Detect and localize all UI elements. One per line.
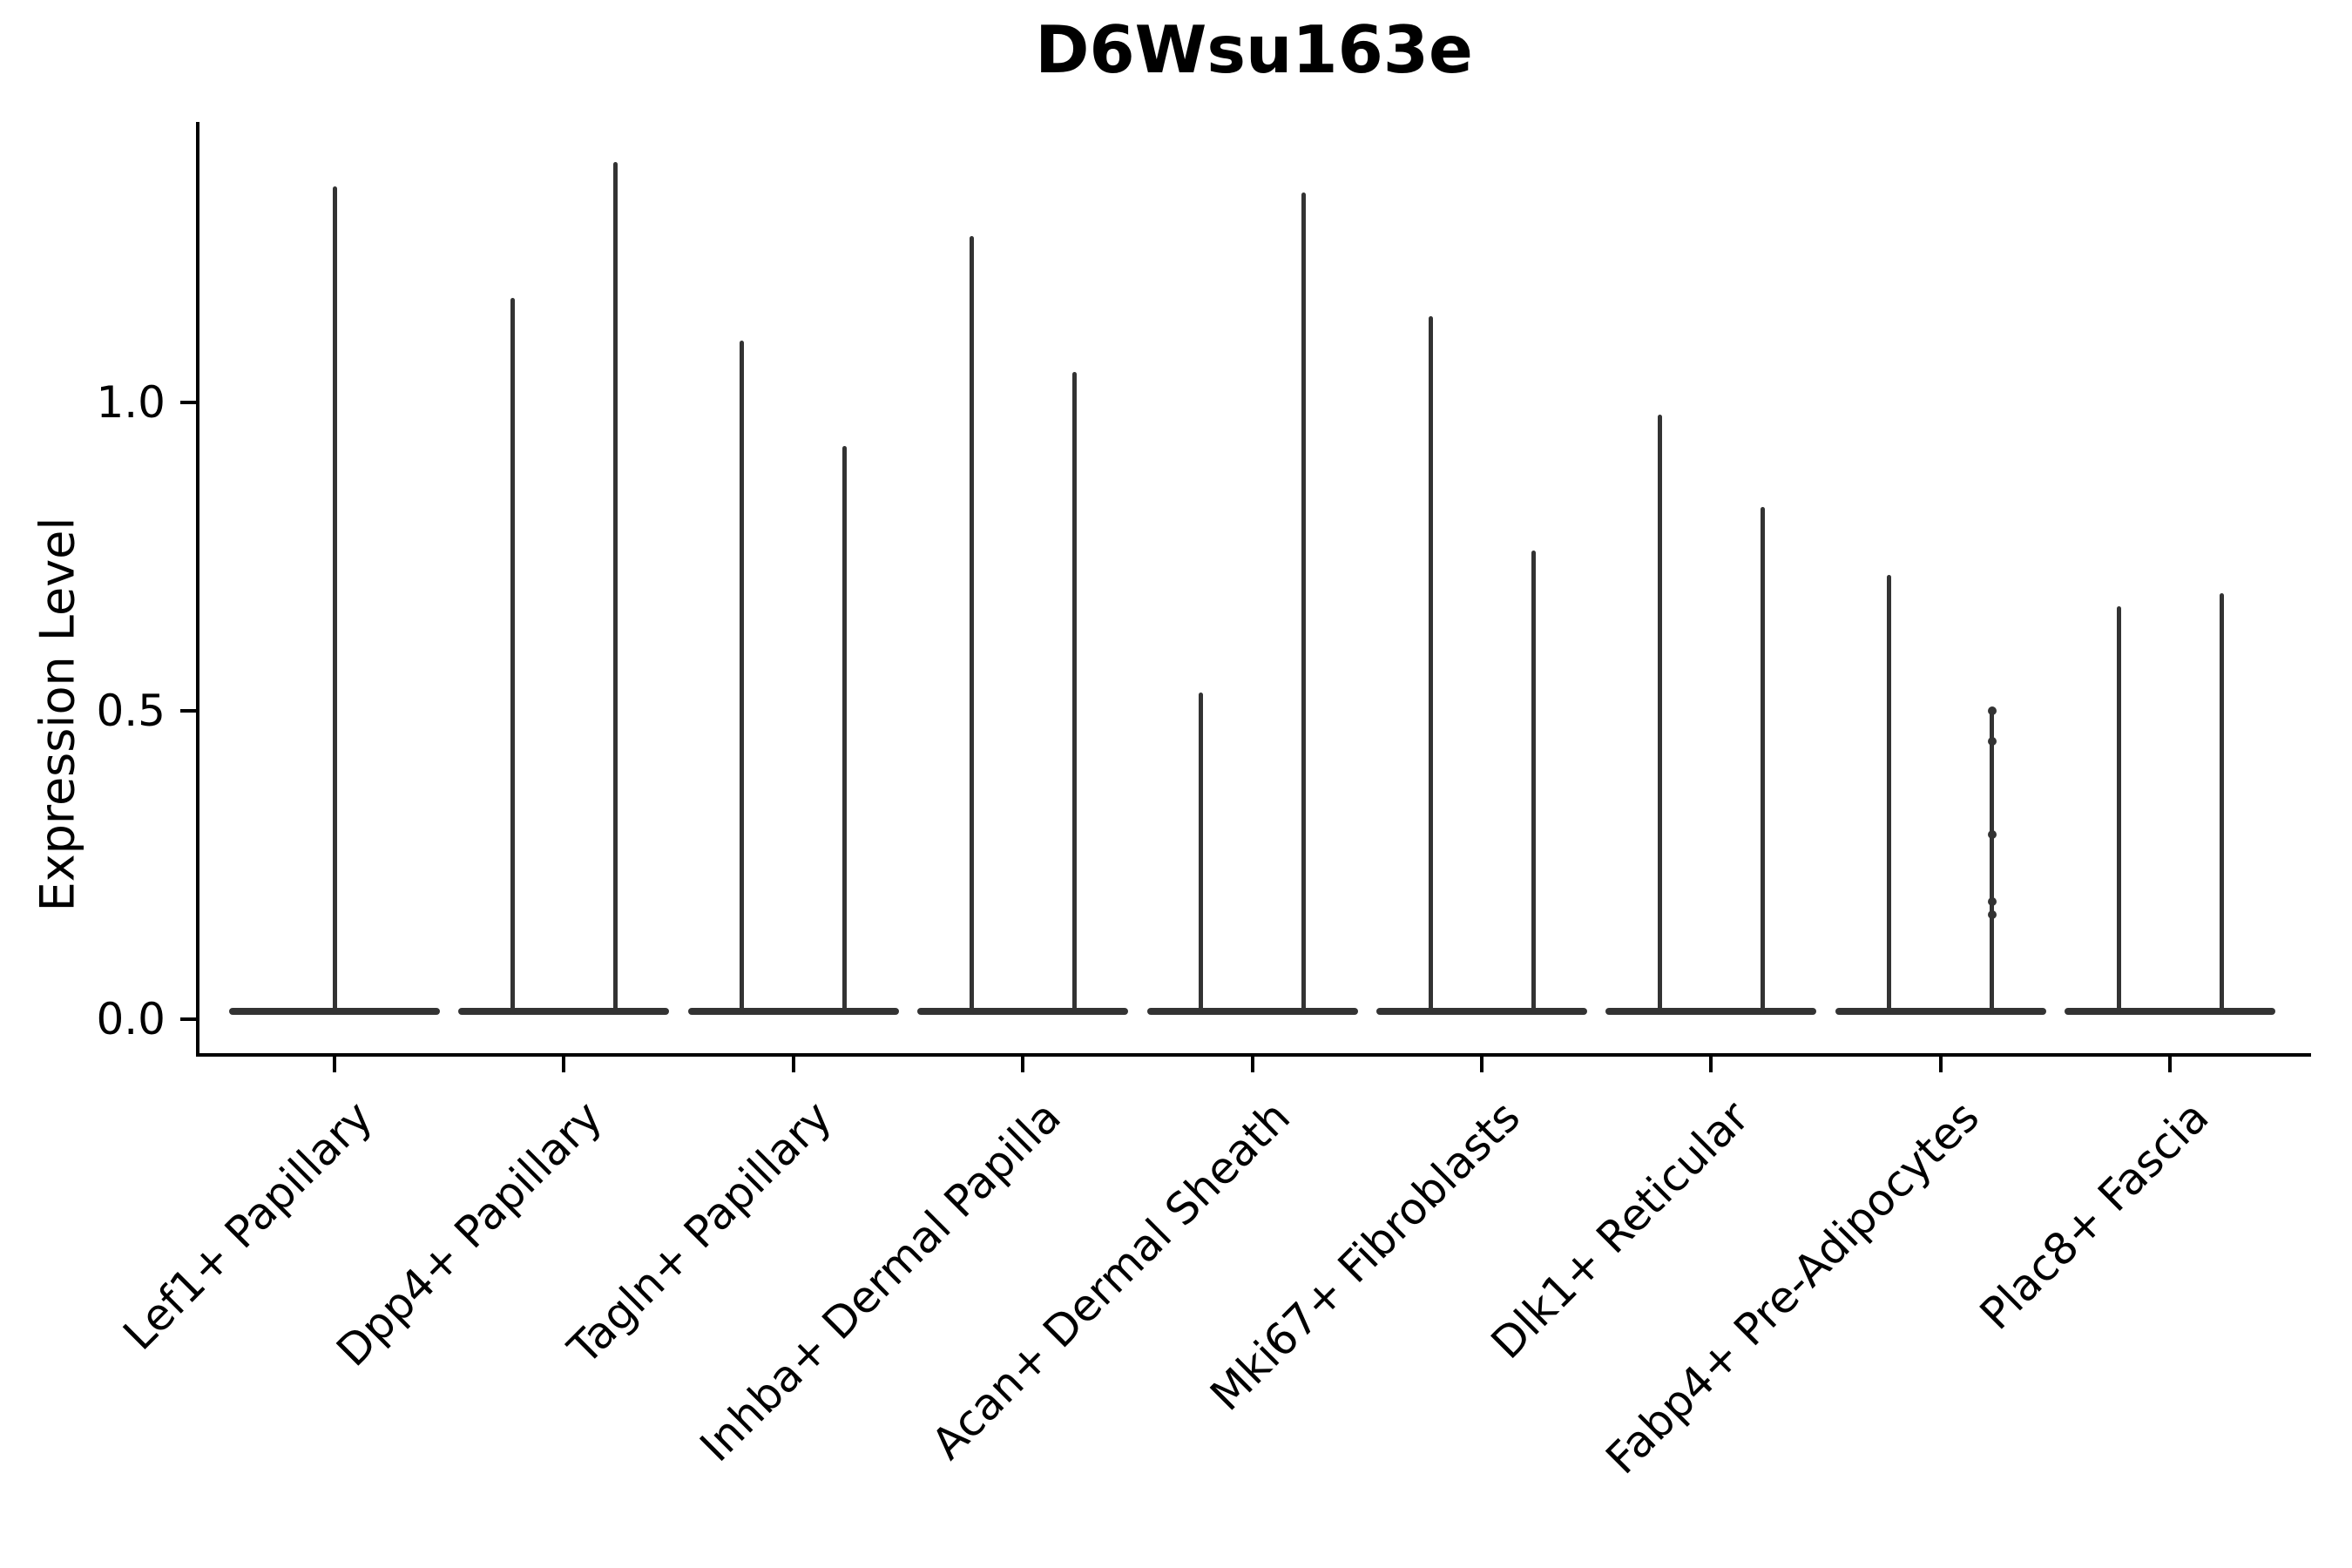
x-tick: [562, 1057, 566, 1072]
violin-jitter-dot: [1987, 706, 1997, 715]
x-tick: [333, 1057, 336, 1072]
violin-spike: [2219, 593, 2224, 1014]
x-tick-label: Dlk1+ Reticular: [1482, 1091, 1760, 1369]
y-tick-label: 0.0: [96, 994, 166, 1044]
violin-base: [1835, 1008, 2046, 1015]
violin-spike: [1301, 193, 1307, 1014]
x-tick-label: Lef1+ Papillary: [113, 1091, 382, 1360]
violin-base: [687, 1008, 899, 1015]
violin-spike: [1760, 507, 1765, 1014]
violin-spike: [1657, 415, 1662, 1014]
y-tick-label: 0.5: [96, 686, 166, 736]
x-tick: [791, 1057, 795, 1072]
violin-spike: [1990, 711, 1995, 1014]
x-tick-label: Plac8+ Fascia: [1970, 1091, 2219, 1340]
violin-base: [1605, 1008, 1817, 1015]
violin-spike: [969, 235, 974, 1014]
y-tick: [180, 1017, 196, 1021]
violin-spike: [2116, 605, 2121, 1014]
x-tick: [1480, 1057, 1484, 1072]
violin-spike: [1531, 550, 1536, 1014]
x-tick: [2168, 1057, 2173, 1072]
violin-spike: [612, 161, 618, 1014]
violin-base: [1146, 1008, 1358, 1015]
y-tick-label: 1.0: [96, 377, 166, 428]
x-axis-spine: [196, 1053, 2311, 1057]
violin-jitter-dot: [1987, 897, 1997, 907]
x-tick: [1021, 1057, 1025, 1072]
y-tick: [180, 401, 196, 404]
chart-title: D6Wsu163e: [1035, 11, 1473, 88]
x-tick: [1938, 1057, 1943, 1072]
violin-spike: [740, 341, 745, 1014]
violin-base: [2065, 1008, 2276, 1015]
y-axis-spine: [196, 122, 199, 1057]
x-tick-label: Fabp4+ Pre-Adipocytes: [1596, 1091, 1989, 1484]
violin-spike: [1428, 315, 1433, 1014]
violin-spike: [1071, 371, 1077, 1014]
violin-spike: [842, 445, 848, 1014]
violin-spike: [1887, 575, 1892, 1014]
violin-spike: [332, 186, 337, 1014]
x-tick: [1709, 1057, 1713, 1072]
violin-base: [1376, 1008, 1587, 1015]
x-tick: [1250, 1057, 1254, 1072]
y-tick: [180, 709, 196, 713]
violin-jitter-dot: [1987, 909, 1997, 919]
violin-spike: [510, 297, 515, 1014]
violin-base: [917, 1008, 1129, 1015]
violin-jitter-dot: [1987, 737, 1997, 747]
violin-jitter-dot: [1987, 829, 1997, 839]
violin-base: [458, 1008, 670, 1015]
violin-spike: [1199, 692, 1204, 1014]
